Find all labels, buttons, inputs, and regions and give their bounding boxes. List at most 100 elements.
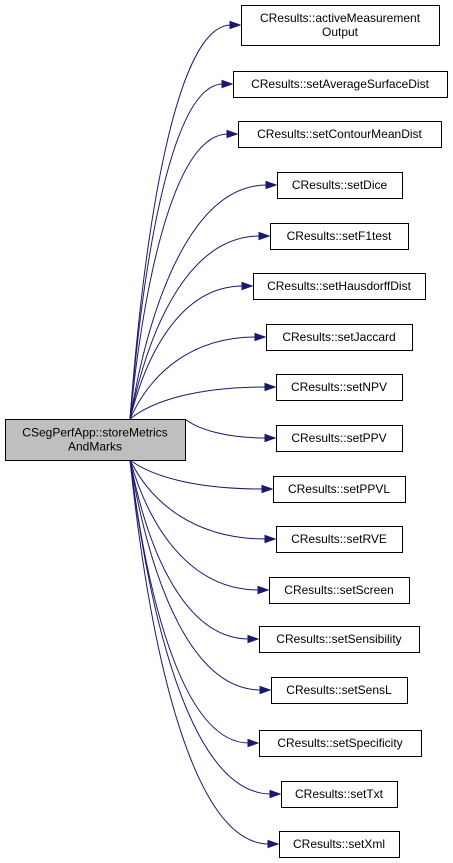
node-box xyxy=(253,273,426,300)
node-label: CResults::setSensibility xyxy=(276,632,401,646)
node-label: CResults::setF1test xyxy=(287,229,392,243)
node-label: AndMarks xyxy=(68,440,122,454)
node-label: CResults::setPPV xyxy=(291,431,386,445)
edge-arrowhead xyxy=(254,332,267,342)
edge-line xyxy=(129,459,250,744)
edge-arrowhead xyxy=(265,180,278,190)
node-setRVE[interactable]: CResults::setRVE xyxy=(276,526,403,553)
edge-to-setSensL xyxy=(129,459,272,695)
node-box xyxy=(233,71,448,98)
edge-line xyxy=(129,459,260,591)
node-setContourMeanDist[interactable]: CResults::setContourMeanDist xyxy=(238,121,442,148)
node-box xyxy=(271,677,408,704)
node-setDice[interactable]: CResults::setDice xyxy=(277,172,403,199)
edge-arrowhead xyxy=(269,789,282,799)
node-label: CResults::setScreen xyxy=(284,583,393,597)
node-setScreen[interactable]: CResults::setScreen xyxy=(269,577,410,604)
node-setSpecificity[interactable]: CResults::setSpecificity xyxy=(259,730,422,757)
node-setNPV[interactable]: CResults::setNPV xyxy=(276,374,403,401)
edge-arrowhead xyxy=(229,20,242,30)
node-box xyxy=(270,223,409,250)
node-label: CResults::setXml xyxy=(293,837,385,851)
edge-line xyxy=(129,133,229,420)
edge-line xyxy=(129,24,232,420)
edge-line xyxy=(129,459,264,490)
edge-arrowhead xyxy=(264,382,277,392)
edge-to-setSpecificity xyxy=(129,459,260,748)
node-label: CResults::setNPV xyxy=(291,380,387,394)
node-box xyxy=(276,374,403,401)
edge-to-activeMeasurementOutput xyxy=(129,20,242,420)
edge-line xyxy=(129,459,267,540)
node-label: CResults::setPPVL xyxy=(288,482,390,496)
node-box xyxy=(259,730,422,757)
edge-arrowhead xyxy=(247,738,260,748)
node-box xyxy=(273,476,406,503)
edge-line xyxy=(129,184,268,420)
node-box xyxy=(266,324,413,351)
node-box xyxy=(241,5,440,46)
node-label: CResults::setRVE xyxy=(291,532,387,546)
node-label: CResults::setAverageSurfaceDist xyxy=(251,77,430,91)
node-setSensibility[interactable]: CResults::setSensibility xyxy=(259,626,420,653)
edge-to-setF1test xyxy=(129,231,271,420)
edge-line xyxy=(184,418,267,439)
edge-to-setDice xyxy=(129,180,278,420)
edge-to-setTxt xyxy=(129,459,282,799)
node-setTxt[interactable]: CResults::setTxt xyxy=(281,781,398,808)
edge-to-setContourMeanDist xyxy=(129,129,239,420)
node-setJaccard[interactable]: CResults::setJaccard xyxy=(266,324,413,351)
node-box xyxy=(5,419,186,461)
node-setSensL[interactable]: CResults::setSensL xyxy=(271,677,408,704)
edge-arrowhead xyxy=(264,433,277,443)
edge-arrowhead xyxy=(221,79,234,89)
edge-line xyxy=(129,285,244,420)
node-label: CResults::activeMeasurement xyxy=(260,11,421,25)
node-setPPV[interactable]: CResults::setPPV xyxy=(276,425,403,452)
edge-line xyxy=(129,459,262,691)
edge-line xyxy=(129,83,224,420)
edge-line xyxy=(129,235,261,420)
edge-arrowhead xyxy=(241,281,254,291)
node-label: CSegPerfApp::storeMetrics xyxy=(22,426,167,440)
node-label: CResults::setHausdorffDist xyxy=(267,279,411,293)
edge-line xyxy=(129,336,257,420)
edge-arrowhead xyxy=(257,585,270,595)
nodes-layer: CResults::activeMeasurementOutputCResult… xyxy=(5,5,448,858)
node-box xyxy=(238,121,442,148)
edge-to-setSensibility xyxy=(129,459,260,644)
edge-to-setNPV xyxy=(129,382,277,420)
edge-arrowhead xyxy=(258,231,271,241)
edge-arrowhead xyxy=(247,634,260,644)
edge-arrowhead xyxy=(264,534,277,544)
node-label: CResults::setJaccard xyxy=(282,330,395,344)
node-box xyxy=(259,626,420,653)
node-label: CResults::setSensL xyxy=(286,683,392,697)
node-label: Output xyxy=(322,25,359,39)
node-label: CResults::setSpecificity xyxy=(277,736,402,750)
edge-arrowhead xyxy=(226,129,239,139)
node-setAverageSurfaceDist[interactable]: CResults::setAverageSurfaceDist xyxy=(233,71,448,98)
edge-arrowhead xyxy=(267,839,280,849)
edge-to-setPPVL xyxy=(129,459,274,494)
edge-to-setJaccard xyxy=(129,332,267,420)
edge-line xyxy=(129,459,250,640)
node-setHausdorffDist[interactable]: CResults::setHausdorffDist xyxy=(253,273,426,300)
edge-to-setHausdorffDist xyxy=(129,281,254,420)
node-setF1test[interactable]: CResults::setF1test xyxy=(270,223,409,250)
node-box xyxy=(276,526,403,553)
edge-line xyxy=(129,459,272,795)
edge-line xyxy=(129,386,267,420)
node-box xyxy=(276,425,403,452)
node-setPPVL[interactable]: CResults::setPPVL xyxy=(273,476,406,503)
node-setXml[interactable]: CResults::setXml xyxy=(279,831,400,858)
edge-to-setPPV xyxy=(184,418,277,443)
node-box xyxy=(269,577,410,604)
edge-arrowhead xyxy=(261,484,274,494)
edge-arrowhead xyxy=(259,685,272,695)
edge-to-setRVE xyxy=(129,459,277,544)
node-label: CResults::setContourMeanDist xyxy=(257,127,422,141)
edge-to-setScreen xyxy=(129,459,270,595)
